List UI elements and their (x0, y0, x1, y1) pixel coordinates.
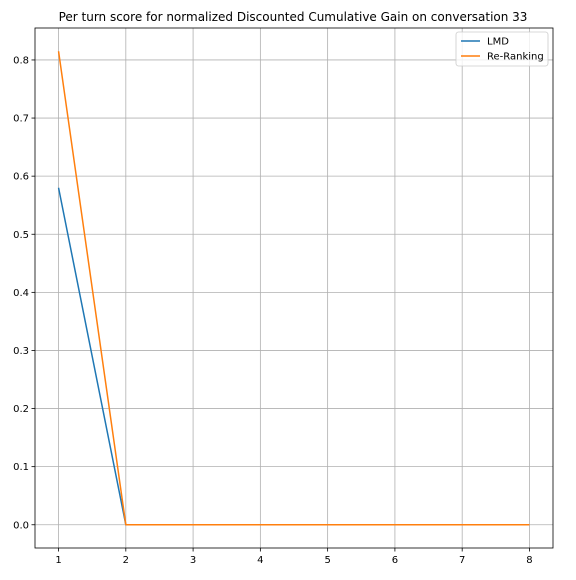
x-tick-label: 2 (123, 555, 129, 566)
plot-frame (34, 27, 554, 549)
x-tick-label: 8 (526, 555, 532, 566)
y-tick-label: 0.1 (13, 462, 29, 473)
legend-label-re-ranking: Re-Ranking (487, 52, 544, 63)
legend: LMD Re-Ranking (455, 31, 549, 67)
y-axis-ticks: 0.0 0.1 0.2 0.3 0.4 0.5 0.6 0.7 0.8 (13, 55, 35, 531)
y-tick-label: 0.5 (13, 230, 29, 241)
series-line-lmd (57, 187, 530, 526)
x-tick-label: 5 (324, 555, 330, 566)
x-tick-label: 6 (392, 555, 398, 566)
x-tick-label: 1 (55, 555, 61, 566)
y-tick-label: 0.4 (13, 288, 29, 299)
y-tick-label: 0.6 (13, 172, 29, 183)
x-tick-label: 7 (459, 555, 465, 566)
legend-label-lmd: LMD (487, 37, 509, 48)
series-line-re-ranking (57, 51, 530, 526)
grid-lines (35, 28, 553, 548)
y-tick-label: 0.7 (13, 114, 29, 125)
y-tick-label: 0.0 (13, 520, 29, 531)
x-axis-ticks: 1 2 3 4 5 6 7 8 (55, 548, 533, 566)
series-lines (57, 51, 530, 526)
x-tick-label: 4 (257, 555, 263, 566)
y-tick-label: 0.8 (13, 55, 29, 66)
x-tick-label: 3 (190, 555, 196, 566)
y-tick-label: 0.2 (13, 404, 29, 415)
y-tick-label: 0.3 (13, 346, 29, 357)
chart-title: Per turn score for normalized Discounted… (59, 10, 528, 24)
